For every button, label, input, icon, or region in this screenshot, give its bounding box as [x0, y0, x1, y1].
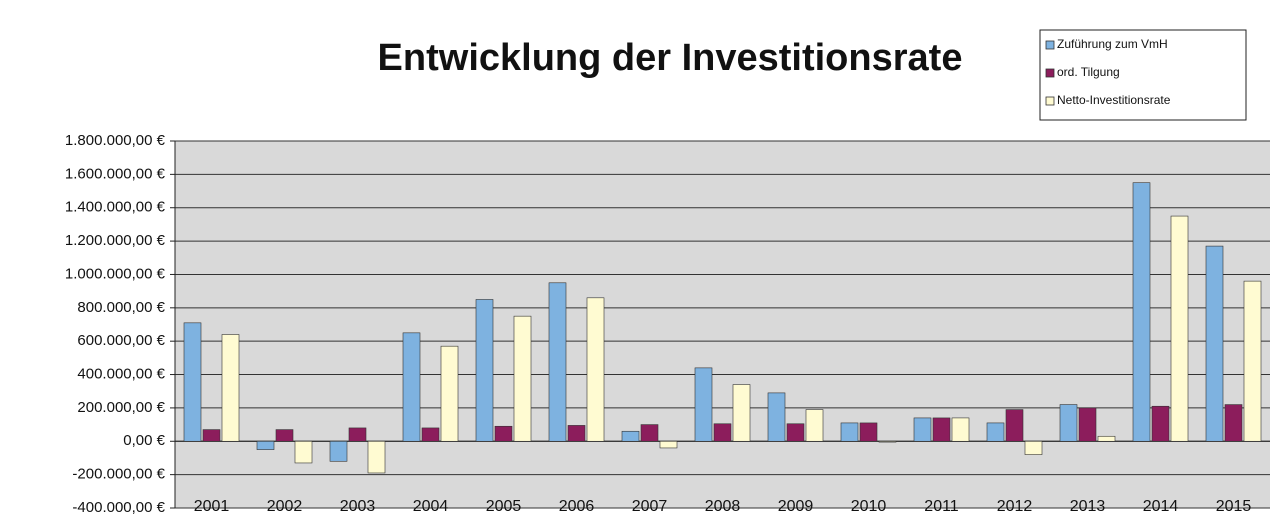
x-tick-label: 2012	[997, 498, 1033, 515]
bar	[951, 417, 970, 442]
bar	[859, 422, 878, 442]
x-tick-label: 2002	[267, 498, 303, 515]
bar	[1243, 280, 1262, 442]
bar	[183, 322, 202, 442]
x-tick-label: 2014	[1143, 498, 1179, 515]
y-tick-label: 1.200.000,00 €	[65, 232, 166, 249]
y-tick-label: 600.000,00 €	[77, 332, 165, 349]
plot-area	[175, 141, 1270, 508]
bar	[1078, 407, 1097, 442]
bar	[221, 334, 240, 442]
bar	[329, 440, 348, 462]
y-tick-label: 1.600.000,00 €	[65, 165, 166, 182]
bar	[402, 332, 421, 442]
bar	[1224, 404, 1243, 442]
y-tick-label: 0,00 €	[123, 432, 165, 449]
bar	[786, 423, 805, 442]
y-tick-label: -400.000,00 €	[72, 499, 165, 516]
bar	[513, 315, 532, 442]
bar	[440, 345, 459, 442]
bar	[694, 367, 713, 442]
legend-swatch	[1045, 96, 1055, 106]
y-tick-label: 200.000,00 €	[77, 399, 165, 416]
bar	[475, 299, 494, 442]
x-tick-label: 2003	[340, 498, 376, 515]
legend-label: Zuführung zum VmH	[1057, 37, 1168, 51]
x-tick-label: 2015	[1216, 498, 1252, 515]
y-tick-label: 1.000.000,00 €	[65, 265, 166, 282]
bar	[494, 425, 513, 442]
bar	[367, 440, 386, 474]
x-tick-label: 2008	[705, 498, 741, 515]
bar	[1059, 404, 1078, 442]
legend-swatch	[1045, 68, 1055, 78]
bar	[256, 440, 275, 450]
chart-title: Entwicklung der Investitionsrate	[378, 37, 963, 79]
bar	[348, 427, 367, 442]
bar	[202, 429, 221, 442]
x-tick-label: 2004	[413, 498, 449, 515]
bar	[586, 297, 605, 442]
bar	[421, 427, 440, 442]
bar	[1132, 182, 1151, 442]
y-tick-label: 800.000,00 €	[77, 299, 165, 316]
bar	[548, 282, 567, 442]
bar	[1024, 440, 1043, 455]
legend-box	[1039, 29, 1247, 121]
legend-label: Netto-Investitionsrate	[1057, 93, 1171, 107]
x-tick-label: 2001	[194, 498, 230, 515]
x-tick-label: 2005	[486, 498, 522, 515]
bar	[640, 424, 659, 442]
bar	[878, 440, 897, 443]
bar	[732, 384, 751, 442]
bar	[913, 417, 932, 442]
y-tick-label: 1.400.000,00 €	[65, 199, 166, 216]
bar	[1170, 215, 1189, 442]
y-tick-label: 400.000,00 €	[77, 366, 165, 383]
bar	[713, 423, 732, 442]
bar	[275, 429, 294, 442]
bar	[840, 422, 859, 442]
bar	[567, 425, 586, 442]
legend-label: ord. Tilgung	[1057, 65, 1120, 79]
bar	[1097, 435, 1116, 442]
bar	[932, 417, 951, 442]
x-tick-label: 2010	[851, 498, 887, 515]
x-tick-label: 2006	[559, 498, 595, 515]
bar	[1005, 409, 1024, 442]
x-tick-label: 2007	[632, 498, 668, 515]
bar	[805, 409, 824, 442]
legend-swatch	[1045, 40, 1055, 50]
bar	[1151, 405, 1170, 442]
x-tick-label: 2009	[778, 498, 814, 515]
bar	[621, 430, 640, 442]
bar	[767, 392, 786, 442]
bar	[659, 440, 678, 449]
y-tick-label: -200.000,00 €	[72, 466, 165, 483]
x-tick-label: 2011	[924, 498, 959, 515]
bar	[1205, 245, 1224, 442]
bar	[294, 440, 313, 464]
x-tick-label: 2013	[1070, 498, 1106, 515]
bar	[986, 422, 1005, 442]
y-tick-label: 1.800.000,00 €	[65, 132, 166, 149]
